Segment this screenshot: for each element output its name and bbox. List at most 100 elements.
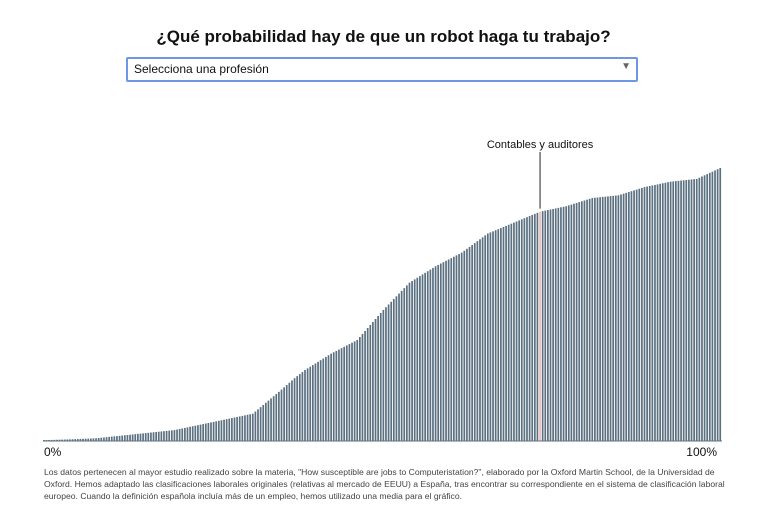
bar[interactable] (385, 307, 387, 441)
bar[interactable] (510, 223, 513, 441)
bar[interactable] (674, 181, 677, 441)
bar[interactable] (309, 366, 312, 441)
bar[interactable] (395, 296, 398, 441)
bar[interactable] (84, 438, 87, 441)
bar[interactable] (366, 327, 369, 441)
bar[interactable] (202, 424, 205, 441)
bar[interactable] (220, 420, 223, 441)
bar[interactable] (638, 188, 641, 441)
bar[interactable] (100, 437, 103, 441)
bar[interactable] (460, 252, 463, 441)
bar[interactable] (635, 189, 638, 441)
bar[interactable] (116, 436, 118, 441)
bar[interactable] (505, 225, 507, 441)
bar[interactable] (541, 211, 544, 441)
bar[interactable] (142, 433, 144, 441)
bar[interactable] (426, 271, 429, 441)
bar[interactable] (56, 439, 58, 441)
bar[interactable] (283, 387, 285, 441)
bar[interactable] (147, 432, 150, 441)
bar[interactable] (497, 229, 500, 441)
bar[interactable] (387, 304, 390, 442)
bar[interactable] (118, 435, 121, 441)
bar[interactable] (656, 184, 659, 441)
bar[interactable] (233, 417, 236, 441)
bar[interactable] (90, 438, 92, 441)
bar[interactable] (351, 342, 353, 441)
bar[interactable] (685, 180, 688, 441)
bar[interactable] (345, 345, 348, 441)
bar[interactable] (280, 389, 283, 441)
bar[interactable] (421, 274, 424, 441)
bar[interactable] (398, 293, 400, 441)
bar[interactable] (580, 201, 583, 441)
bar[interactable] (123, 435, 126, 441)
bar[interactable] (53, 439, 56, 441)
bar[interactable] (137, 433, 139, 441)
bar[interactable] (157, 431, 160, 441)
bar[interactable] (76, 439, 79, 441)
bar[interactable] (319, 360, 322, 441)
bar[interactable] (554, 208, 557, 441)
bar[interactable] (531, 214, 534, 441)
bar[interactable] (264, 402, 267, 441)
bar[interactable] (526, 217, 528, 441)
bar[interactable] (622, 193, 625, 441)
bar[interactable] (654, 184, 656, 441)
bar[interactable] (523, 218, 526, 441)
bar[interactable] (680, 180, 682, 441)
bar[interactable] (359, 336, 361, 441)
bar[interactable] (155, 431, 158, 441)
bar[interactable] (507, 224, 510, 441)
bar[interactable] (641, 187, 643, 441)
bar[interactable] (528, 216, 531, 441)
bar[interactable] (627, 192, 630, 441)
bar[interactable] (575, 202, 578, 441)
bar[interactable] (419, 276, 421, 441)
bar[interactable] (494, 230, 497, 441)
bar[interactable] (332, 352, 335, 441)
bar[interactable] (643, 187, 646, 441)
bar[interactable] (646, 186, 648, 441)
bar[interactable] (614, 195, 617, 441)
bar[interactable] (481, 237, 484, 441)
bar[interactable] (165, 430, 168, 441)
bar[interactable] (432, 267, 434, 441)
bar[interactable] (126, 434, 129, 441)
bar[interactable] (672, 181, 675, 441)
bar[interactable] (413, 279, 416, 441)
bar[interactable] (92, 438, 95, 441)
bar[interactable] (95, 438, 97, 441)
bar[interactable] (716, 169, 719, 441)
bar[interactable] (468, 246, 471, 441)
bar[interactable] (500, 228, 502, 441)
bar[interactable] (131, 434, 134, 441)
bar[interactable] (372, 321, 374, 441)
bar[interactable] (484, 235, 487, 441)
bar[interactable] (711, 171, 714, 441)
bar[interactable] (298, 374, 301, 442)
bar[interactable] (690, 179, 693, 441)
bar[interactable] (515, 221, 518, 441)
bar[interactable] (301, 372, 304, 441)
bar[interactable] (325, 356, 327, 441)
bar[interactable] (714, 170, 716, 441)
bar[interactable] (434, 266, 437, 441)
bar[interactable] (411, 281, 413, 441)
bar[interactable] (152, 432, 155, 441)
bar[interactable] (651, 185, 654, 441)
bar[interactable] (66, 439, 69, 441)
bar[interactable] (191, 426, 194, 441)
bar[interactable] (186, 427, 189, 441)
bar[interactable] (377, 315, 379, 441)
bar[interactable] (439, 263, 442, 441)
bar[interactable] (304, 370, 306, 441)
bar[interactable] (416, 277, 419, 441)
bar[interactable] (442, 262, 445, 441)
bar[interactable] (330, 353, 332, 441)
bar[interactable] (476, 241, 479, 441)
bar[interactable] (69, 439, 71, 441)
bar[interactable] (288, 382, 291, 441)
bar[interactable] (520, 219, 523, 441)
bar[interactable] (322, 358, 325, 441)
